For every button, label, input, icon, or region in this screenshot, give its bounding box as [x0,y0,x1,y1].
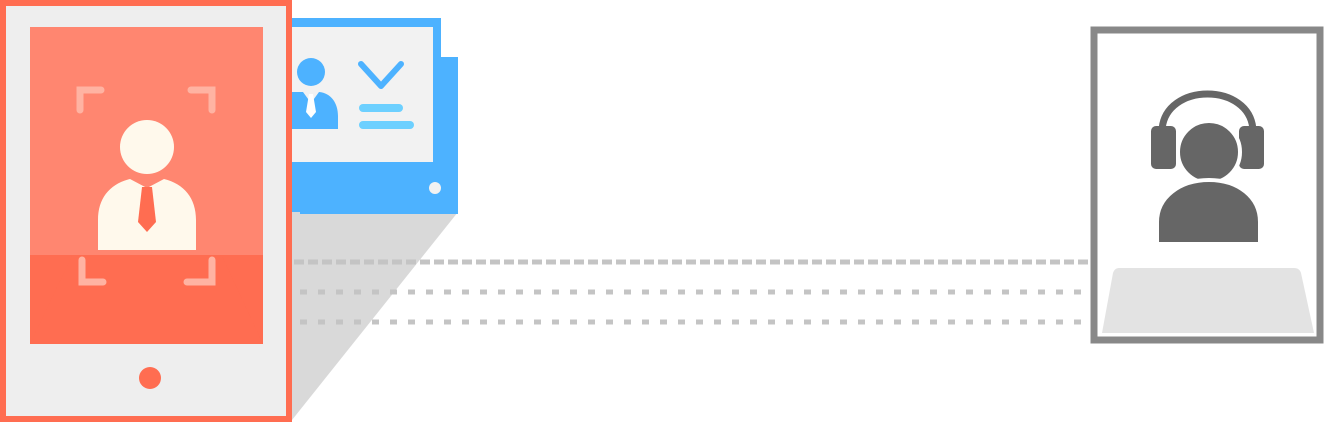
headset-agent-icon [1151,90,1264,246]
id-card-line-2 [359,121,414,129]
id-card-dot [429,182,441,194]
id-card-line-1 [359,104,403,112]
tablet-desk-perspective [30,256,263,344]
headset-right-ear [1239,126,1264,169]
id-card-icon [288,18,458,214]
projection-beam [292,212,458,420]
agent-body [1155,177,1262,246]
dashed-connection-lines [294,259,1094,325]
id-photo-person-icon [292,58,338,129]
desk-icon [1102,268,1314,333]
agent-head [1176,119,1242,185]
tablet-home-button [139,367,161,389]
user-focus-icon [76,86,216,286]
check-icon [358,61,404,89]
tablet-icon [0,0,292,422]
user-head [120,120,174,174]
support-agent-panel [1090,26,1324,344]
id-card-body [292,27,433,162]
focus-corners [76,86,216,286]
headset-left-ear [1151,126,1176,169]
headset-band [1158,90,1257,134]
user-tie [138,187,156,232]
